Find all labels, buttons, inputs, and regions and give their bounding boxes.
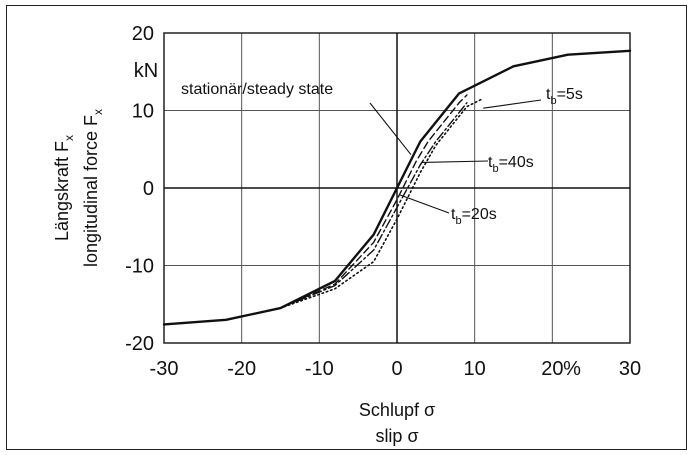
annotation-tb-20s: tb=20s xyxy=(451,206,497,227)
series-group xyxy=(162,49,632,326)
y-tick-labels: 20 10 0 -10 -20 xyxy=(125,23,154,355)
annotation-tb-40s: tb=40s xyxy=(488,154,534,175)
x-tick-label: 10 xyxy=(464,358,486,380)
y-tick-label: 20 xyxy=(132,23,154,45)
series-line-tb-20s xyxy=(163,98,484,326)
leader-tb-20s xyxy=(399,194,450,214)
y-tick-label: -20 xyxy=(125,333,154,355)
x-tick-label: -10 xyxy=(305,358,334,380)
y-label-main: longitudinal force F xyxy=(81,115,101,267)
y-axis-label-de-group: Längskraft Fx xyxy=(52,135,76,241)
x-tick-label: -20 xyxy=(227,358,256,380)
annotation-tb-5s: tb=5s xyxy=(546,86,583,107)
x-axis-label-de: Schlupf σ xyxy=(359,400,435,420)
leader-tb-40s xyxy=(421,160,489,163)
x-tick-label: -30 xyxy=(150,358,179,380)
y-unit-label: kN xyxy=(134,60,158,82)
y-label-subscript: x xyxy=(62,135,76,141)
x-unit-label: % xyxy=(563,358,581,380)
annotation-tb-20s-sub: b xyxy=(455,215,461,227)
x-tick-label: 30 xyxy=(619,358,641,380)
annotation-leaders xyxy=(369,99,542,214)
y-label-subscript: x xyxy=(91,109,105,115)
y-tick-label: 0 xyxy=(143,178,154,200)
x-tick-label: 20 xyxy=(541,358,563,380)
y-label-main: Längskraft F xyxy=(52,141,72,241)
annotation-tb-5s-sub: b xyxy=(550,95,556,107)
y-tick-label: -10 xyxy=(125,256,154,278)
y-tick-label: 10 xyxy=(132,101,154,123)
y-axis-label-en-group: longitudinal force Fx xyxy=(81,109,105,267)
x-tick-label: 0 xyxy=(391,358,402,380)
annotation-tb-40s-value: =40s xyxy=(499,154,534,171)
annotation-tb-40s-sub: b xyxy=(492,163,498,175)
leader-steady-state xyxy=(369,102,412,156)
x-tick-labels: -30 -20 -10 0 10 20 30 xyxy=(150,358,642,380)
figure-frame xyxy=(6,5,687,450)
annotation-tb-5s-value: =5s xyxy=(557,86,583,103)
y-axis-label-de: Längskraft Fx xyxy=(52,135,76,241)
annotation-steady-state: stationär/steady state xyxy=(181,81,333,98)
leader-tb-5s xyxy=(483,99,542,109)
x-axis-label-en: slip σ xyxy=(375,426,418,446)
annotation-tb-20s-t: t xyxy=(451,206,456,223)
annotation-tb-20s-value: =20s xyxy=(462,206,497,223)
annotation-tb-5s-t: t xyxy=(546,86,551,103)
annotation-tb-40s-t: t xyxy=(488,154,493,171)
y-axis-label-en: longitudinal force Fx xyxy=(81,109,105,267)
